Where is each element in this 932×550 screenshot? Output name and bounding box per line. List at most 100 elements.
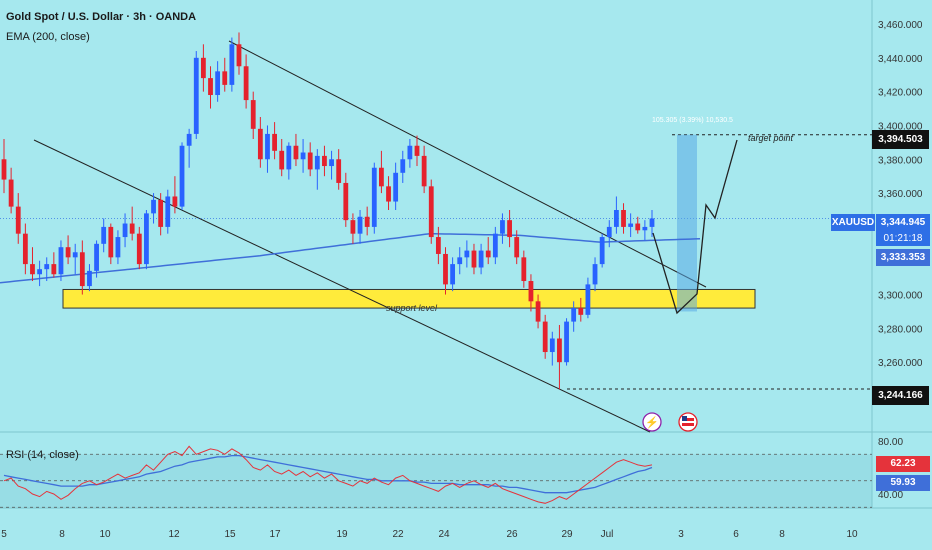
candle-body <box>649 218 655 227</box>
price-tick-label: 3,380.000 <box>878 155 923 166</box>
rsi-ma-line <box>3 454 653 494</box>
candle-body <box>336 159 342 183</box>
time-tick-label: 15 <box>224 529 236 540</box>
candle-body <box>72 252 78 258</box>
candle <box>144 210 149 270</box>
candle-body <box>15 206 21 234</box>
candle-body <box>79 252 85 287</box>
candle <box>535 294 541 329</box>
candle-body <box>30 264 35 275</box>
candle-body <box>350 220 356 234</box>
candle <box>179 142 185 210</box>
candle <box>186 128 192 168</box>
us-flag-event-icon <box>678 412 698 432</box>
candle <box>400 150 406 183</box>
price-tick-label: 3,400.000 <box>878 121 923 132</box>
candle <box>151 193 156 224</box>
candle-body <box>300 152 306 160</box>
candle-body <box>343 182 349 221</box>
ema-indicator-label[interactable]: EMA (200, close) <box>6 31 90 43</box>
candle <box>393 162 399 210</box>
countdown-tag: 01:21:18 <box>876 231 930 246</box>
candle <box>165 189 171 234</box>
candle <box>65 235 71 265</box>
price-tick-label: 3,300.000 <box>878 291 923 302</box>
projection-stats-label: 105.305 (3.39%) 10,530.5 <box>652 117 733 124</box>
candle <box>265 125 270 173</box>
candle <box>421 145 427 194</box>
candle <box>129 206 135 241</box>
candle <box>94 240 99 278</box>
candle-body <box>215 71 221 96</box>
candle <box>364 206 370 236</box>
candle <box>642 220 648 241</box>
time-tick-label: 8 <box>779 529 785 540</box>
ema-line <box>0 232 701 284</box>
current-price-tag: 3,344.945 <box>876 214 930 231</box>
target-point-label: target point <box>748 133 794 143</box>
candle <box>528 274 534 312</box>
candle-body <box>257 128 263 160</box>
candle-body <box>514 237 520 258</box>
time-tick-label: 24 <box>438 529 450 540</box>
candle <box>578 297 584 322</box>
candle <box>307 142 313 177</box>
candle <box>37 260 43 287</box>
candle-body <box>578 308 584 315</box>
candle-body <box>428 186 434 238</box>
candle-body <box>286 145 292 170</box>
candle-body <box>279 150 285 170</box>
candle <box>257 117 263 168</box>
candle <box>649 210 655 238</box>
candle <box>215 61 221 102</box>
support-level-label: support level <box>386 303 438 313</box>
candle <box>464 240 470 268</box>
candle <box>507 210 512 248</box>
candle <box>435 226 441 265</box>
candle-body <box>208 78 213 96</box>
svg-text:⚡: ⚡ <box>645 416 659 429</box>
candle-body <box>8 179 14 207</box>
candle-body <box>557 338 562 363</box>
candle-body <box>65 247 71 258</box>
candle-body <box>592 264 598 285</box>
candle <box>108 223 114 265</box>
candle-body <box>371 167 377 227</box>
candle-body <box>443 253 448 285</box>
candle-body <box>492 233 498 258</box>
candle-body <box>115 237 121 258</box>
candle-body <box>172 196 178 207</box>
candle-body <box>58 247 64 275</box>
candle-body <box>122 223 128 238</box>
time-tick-label: 10 <box>846 529 858 540</box>
candle-body <box>542 321 548 353</box>
candle <box>1 138 7 194</box>
candle-body <box>379 167 384 187</box>
chart-title: Gold Spot / U.S. Dollar · 3h · OANDA <box>6 11 197 23</box>
candle-body <box>307 152 313 170</box>
candle-body <box>642 226 648 231</box>
candle <box>22 223 28 275</box>
candle-body <box>101 226 107 244</box>
time-tick-label: 19 <box>336 529 348 540</box>
rsi-value-tag: 62.23 <box>876 456 930 472</box>
candle <box>371 162 377 234</box>
candle-body <box>186 133 192 146</box>
candle <box>322 145 327 177</box>
candle-body <box>108 226 114 258</box>
time-tick-label: Jul <box>601 529 614 540</box>
candle <box>229 37 235 92</box>
candle <box>293 133 299 167</box>
candle <box>585 277 591 319</box>
candle-body <box>144 213 149 265</box>
candle <box>243 54 249 109</box>
candle <box>592 257 598 292</box>
price-tick-label: 3,260.000 <box>878 358 923 369</box>
rsi-indicator-label[interactable]: RSI (14, close) <box>6 449 79 461</box>
candle-body <box>407 145 413 160</box>
time-tick-label: 29 <box>561 529 573 540</box>
rsi-tick-label: 80.00 <box>878 437 903 448</box>
time-tick-label: 26 <box>506 529 518 540</box>
